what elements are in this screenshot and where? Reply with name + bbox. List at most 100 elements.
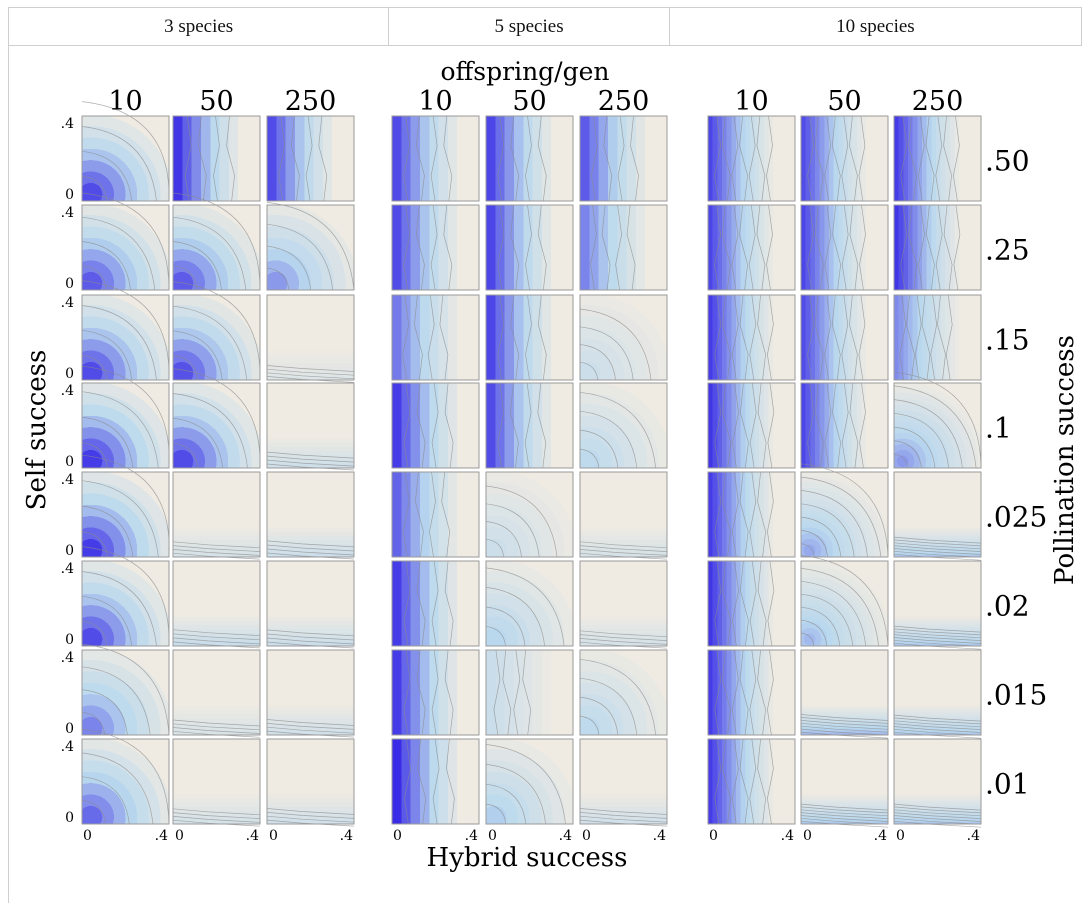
contour-line <box>601 204 611 291</box>
offspring-level-250: 250 <box>912 86 964 117</box>
contour-line <box>172 719 261 727</box>
contour-line <box>416 560 426 647</box>
species-header: 3 species 5 species 10 species <box>8 7 1082 46</box>
contour-line <box>81 666 151 736</box>
contour-line <box>414 294 423 381</box>
contour-line <box>291 115 300 202</box>
contour-line <box>81 689 128 736</box>
panel-border <box>391 649 480 736</box>
panel-border <box>81 560 170 647</box>
contour-line <box>172 265 198 291</box>
panel-0-1-1 <box>172 204 261 291</box>
contour-line <box>767 738 774 825</box>
contour-line <box>739 115 748 202</box>
contour-line <box>893 723 982 730</box>
contour-line <box>402 471 410 558</box>
contour-line <box>172 629 261 637</box>
contour-line <box>485 538 505 558</box>
contour-line <box>579 819 668 827</box>
contour-line <box>893 545 982 552</box>
contour-line <box>266 719 355 726</box>
y-tick-top: .4 <box>61 739 74 755</box>
contour-line <box>800 812 889 819</box>
panel-border <box>81 204 170 291</box>
contour-line <box>266 548 355 556</box>
panel-border <box>579 738 668 825</box>
panel-border <box>893 115 982 202</box>
panel-border <box>81 115 170 202</box>
contour-line <box>800 568 879 647</box>
panel-border <box>485 649 574 736</box>
offspring-gen-label: offspring/gen <box>440 57 609 86</box>
offspring-level-10: 10 <box>108 86 142 117</box>
contour-line <box>510 382 519 469</box>
panel-border <box>707 738 796 825</box>
panel-2-4-1 <box>800 471 889 558</box>
contour-line <box>266 730 355 738</box>
contour-line <box>81 531 108 558</box>
contour-line <box>278 115 286 202</box>
contour-line <box>714 115 721 202</box>
pollination-level: .01 <box>985 768 1030 801</box>
panel-border <box>485 115 574 202</box>
contour-line <box>814 382 824 469</box>
panel-border <box>579 294 668 381</box>
figure-left-border <box>8 46 9 903</box>
contour-line <box>266 451 355 459</box>
panel-border <box>800 471 889 558</box>
panel-2-7-1 <box>800 738 889 825</box>
contour-line <box>814 294 824 381</box>
contour-line <box>493 649 501 736</box>
contour-line <box>824 382 832 469</box>
contour-line <box>266 540 355 548</box>
contour-line <box>767 560 775 647</box>
contour-line <box>172 368 261 469</box>
y-axis-label: Self success <box>22 350 52 511</box>
contour-line <box>579 391 657 469</box>
panel-0-3-2 <box>266 382 355 469</box>
contour-line <box>714 649 722 736</box>
contour-line <box>714 738 722 825</box>
panel-2-0-0 <box>707 115 796 202</box>
panel-0-0-1 <box>172 115 261 202</box>
contour-line <box>953 115 960 202</box>
panel-border <box>172 560 261 647</box>
contour-line <box>416 382 426 469</box>
panel-border <box>172 382 261 469</box>
panel-1-5-1 <box>485 560 574 647</box>
contour-line <box>800 817 889 825</box>
contour-line <box>615 204 622 291</box>
contour-line <box>525 294 532 381</box>
contour-line <box>510 204 520 291</box>
contour-line <box>800 516 842 558</box>
contour-line <box>749 649 757 736</box>
panel-1-2-2 <box>579 294 668 381</box>
panel-2-3-1 <box>800 382 889 469</box>
contour-line <box>579 545 668 552</box>
contour-line <box>416 115 425 202</box>
contour-line <box>930 294 938 381</box>
y-tick-bottom: 0 <box>65 543 74 559</box>
panel-border <box>266 649 355 736</box>
pollination-level: .1 <box>985 412 1012 445</box>
contour-line <box>579 812 668 819</box>
y-tick-top: .4 <box>61 383 74 399</box>
panel-0-6-1 <box>172 649 261 736</box>
contour-line <box>807 294 814 381</box>
panel-border <box>893 382 982 469</box>
contour-line <box>537 204 547 291</box>
contour-line <box>893 385 977 469</box>
x-tick-zero: 0 <box>393 828 402 844</box>
panel-1-1-0 <box>391 204 480 291</box>
contour-line <box>831 294 841 381</box>
panel-border <box>800 649 889 736</box>
contour-line <box>800 806 889 814</box>
contour-line <box>432 738 440 825</box>
panels <box>81 101 982 828</box>
contour-line <box>814 204 824 291</box>
contour-line <box>430 204 438 291</box>
contour-line <box>444 382 454 469</box>
contour-line <box>266 455 355 463</box>
offspring-level-250: 250 <box>598 86 650 117</box>
